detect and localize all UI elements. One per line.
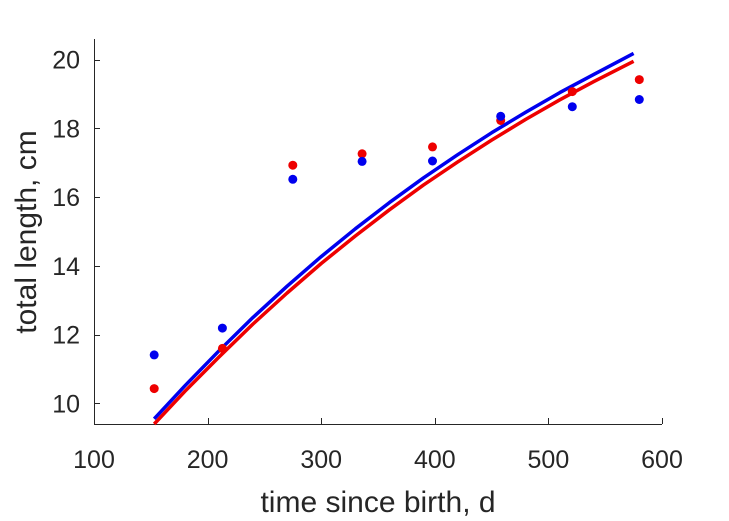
y-tick-label: 14 (52, 253, 80, 281)
x-tick-label: 600 (641, 446, 683, 474)
data-point (567, 102, 577, 112)
data-point (357, 149, 367, 159)
data-point (288, 160, 298, 170)
x-tick-label: 500 (528, 446, 570, 474)
data-points (149, 75, 644, 394)
x-axis-label: time since birth, d (260, 486, 495, 519)
data-point (428, 156, 437, 166)
data-point (496, 111, 506, 121)
fit-lines (152, 51, 635, 426)
data-point (634, 75, 644, 85)
data-point (149, 350, 159, 360)
y-tick-label: 20 (52, 47, 80, 75)
x-tick-label: 300 (300, 446, 342, 474)
data-point (217, 343, 227, 353)
y-axis-label: total length, cm (10, 130, 43, 333)
data-point (217, 323, 227, 333)
y-tick-label: 16 (52, 184, 80, 212)
data-point (288, 174, 298, 184)
x-tick-label: 400 (414, 446, 456, 474)
data-point (634, 95, 644, 104)
data-point (149, 384, 159, 394)
x-tick-label: 200 (187, 446, 229, 474)
ticks: 100 200 300 400 500 600 10 12 14 16 18 20 (52, 47, 683, 474)
y-tick-label: 18 (52, 115, 80, 143)
data-point (357, 156, 367, 166)
x-tick-label: 100 (73, 446, 115, 474)
fit-line (152, 51, 635, 420)
y-tick-label: 12 (52, 322, 80, 350)
axes (94, 39, 662, 425)
data-point (567, 87, 577, 97)
data-point (428, 142, 437, 152)
y-tick-label: 10 (52, 390, 80, 418)
fit-line (152, 59, 635, 426)
